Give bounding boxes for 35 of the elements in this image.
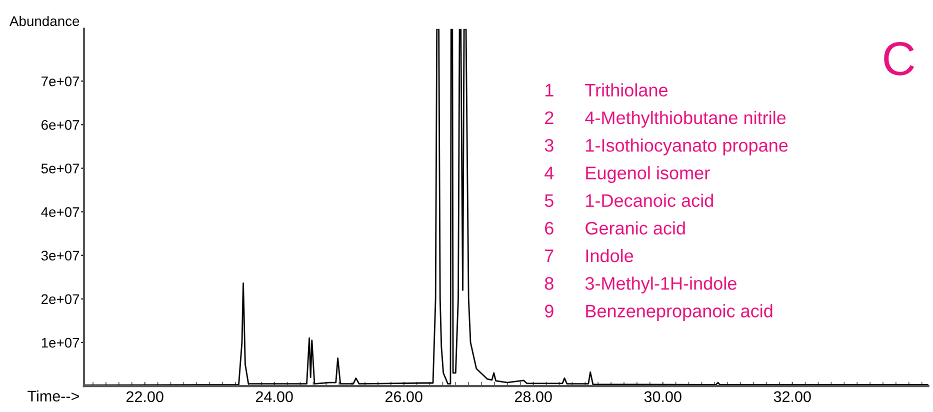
y-tick-label: 5e+07	[41, 164, 80, 174]
annotation: 1-Decanoic acid	[586, 194, 713, 207]
annotation: 8	[544, 277, 554, 290]
x-tick-label: 28.00	[515, 391, 552, 402]
annotation: C	[884, 42, 914, 76]
x-tick-label: 32.00	[774, 391, 811, 402]
annotation: Benzenepropanoic acid	[586, 304, 772, 322]
line-series	[84, 28, 928, 386]
annotation: 2	[545, 111, 554, 124]
annotation: 1	[546, 84, 554, 96]
y-tick-label: 3e+07	[41, 250, 80, 261]
annotation: 3-Methyl-1H-indole	[585, 276, 736, 294]
annotation: 4	[544, 166, 554, 180]
x-tick-label: 24.00	[256, 391, 293, 402]
y-tick-label: 2e+07	[41, 294, 80, 304]
x-axis-title: Time-->	[28, 390, 80, 402]
y-tick-label: 1e+07	[42, 338, 80, 348]
annotation: Trithiolane	[585, 83, 668, 97]
annotation: Geranic acid	[586, 221, 685, 235]
x-tick-label: 30.00	[644, 391, 682, 402]
y-tick-label: 6e+07	[42, 120, 80, 130]
annotation: 1-Isothiocyanato propane	[586, 138, 788, 156]
annotation: 6	[545, 222, 554, 235]
x-tick-label: 26.00	[386, 391, 422, 402]
y-axis-title: Abundance	[10, 16, 80, 26]
y-tick-label: 7e+07	[42, 76, 80, 86]
annotation: Eugenol isomer	[586, 166, 710, 183]
x-tick-label: 22.00	[126, 391, 164, 402]
annotation: 4-Methylthiobutane nitrile	[585, 110, 786, 128]
annotation: 5	[544, 194, 554, 207]
annotation: 9	[544, 304, 554, 318]
y-tick-label: 4e+07	[41, 207, 80, 217]
annotation: Indole	[586, 248, 634, 262]
annotation: 7	[545, 250, 554, 262]
annotation: 3	[544, 138, 554, 152]
